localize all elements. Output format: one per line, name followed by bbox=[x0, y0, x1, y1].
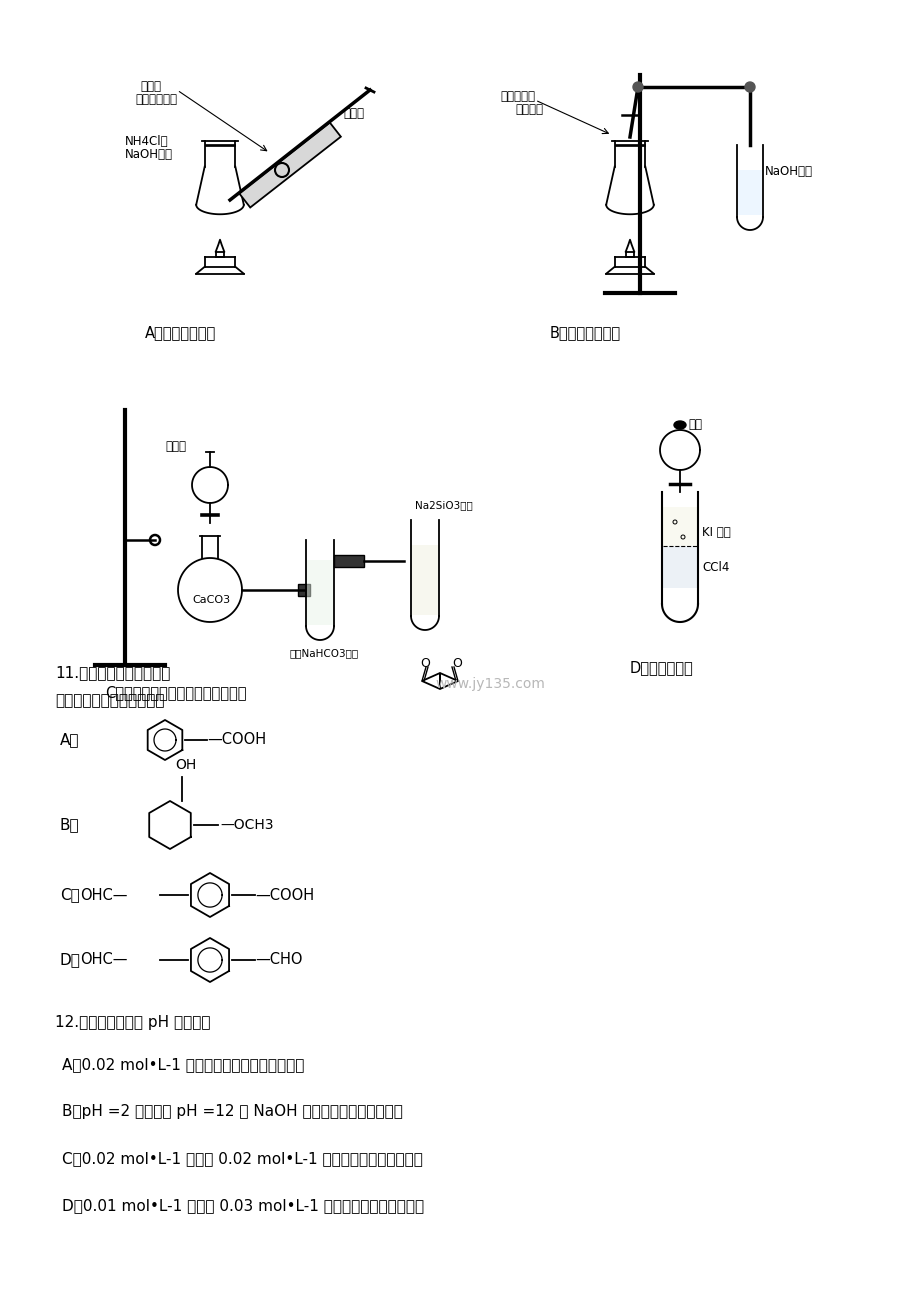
Ellipse shape bbox=[674, 421, 686, 428]
Text: B．制取乙酸乙酯: B．制取乙酸乙酯 bbox=[550, 326, 620, 340]
Polygon shape bbox=[239, 122, 340, 207]
Bar bbox=[307, 560, 333, 625]
Bar bbox=[663, 506, 697, 546]
Text: OHC—: OHC— bbox=[80, 953, 128, 967]
Text: www.jy135.com: www.jy135.com bbox=[435, 677, 544, 691]
Text: B．pH =2 的盐酸与 pH =12 的 NaOH 溶液等体积混合后的溶液: B．pH =2 的盐酸与 pH =12 的 NaOH 溶液等体积混合后的溶液 bbox=[62, 1104, 403, 1118]
Text: —COOH: —COOH bbox=[255, 888, 313, 902]
Text: 玻璃棒: 玻璃棒 bbox=[343, 107, 364, 120]
Text: A．检验铵根离子: A．检验铵根离子 bbox=[145, 326, 216, 340]
Circle shape bbox=[744, 82, 754, 92]
Text: D．0.01 mol•L-1 盐酸与 0.03 mol•L-1 氨水等体积混合后的溶液: D．0.01 mol•L-1 盐酸与 0.03 mol•L-1 氨水等体积混合后… bbox=[62, 1198, 424, 1213]
Text: 湿润的: 湿润的 bbox=[140, 79, 161, 92]
Text: —CHO: —CHO bbox=[255, 953, 302, 967]
Text: OH: OH bbox=[175, 758, 196, 772]
Text: Na2SiO3溶液: Na2SiO3溶液 bbox=[414, 500, 472, 510]
Text: 红色石蕊试纸: 红色石蕊试纸 bbox=[135, 92, 176, 105]
Text: C．0.02 mol•L-1 盐酸与 0.02 mol•L-1 氨水等体积混合后的溶液: C．0.02 mol•L-1 盐酸与 0.02 mol•L-1 氨水等体积混合后… bbox=[62, 1151, 423, 1167]
Text: C．比较氮、碳、硅元素的非金属性: C．比较氮、碳、硅元素的非金属性 bbox=[105, 685, 246, 700]
Text: —OCH3: —OCH3 bbox=[220, 818, 273, 832]
Text: 饱和NaHCO3溶液: 饱和NaHCO3溶液 bbox=[289, 648, 358, 658]
Text: 稀硝酸: 稀硝酸 bbox=[165, 440, 186, 453]
Text: B．: B． bbox=[60, 818, 80, 832]
Circle shape bbox=[632, 82, 642, 92]
Text: KI 溶液: KI 溶液 bbox=[701, 526, 730, 539]
Text: ，与其互为同分异构体的是: ，与其互为同分异构体的是 bbox=[55, 693, 165, 708]
Text: 氯水: 氯水 bbox=[687, 418, 701, 431]
Bar bbox=[298, 585, 310, 596]
Bar bbox=[737, 171, 761, 215]
Text: O: O bbox=[451, 658, 461, 671]
Text: A．0.02 mol•L-1 氨水与水等体积混合后的溶液: A．0.02 mol•L-1 氨水与水等体积混合后的溶液 bbox=[62, 1057, 304, 1072]
Text: D．: D． bbox=[60, 953, 81, 967]
Text: D．检验碘离子: D．检验碘离子 bbox=[630, 660, 693, 674]
Text: 乙酸、乙醇: 乙酸、乙醇 bbox=[499, 90, 535, 103]
Text: 12.常温下，溶液的 pH 最大的是: 12.常温下，溶液的 pH 最大的是 bbox=[55, 1016, 210, 1030]
Text: NaOH溶液: NaOH溶液 bbox=[765, 165, 812, 178]
Bar bbox=[334, 555, 364, 566]
Bar bbox=[663, 546, 697, 589]
Text: NaOH溶液: NaOH溶液 bbox=[125, 148, 173, 161]
Text: CaCO3: CaCO3 bbox=[192, 595, 230, 605]
Text: A．: A． bbox=[60, 733, 79, 747]
Text: CCl4: CCl4 bbox=[701, 561, 729, 574]
Text: OHC—: OHC— bbox=[80, 888, 128, 902]
Text: O: O bbox=[420, 658, 429, 671]
Bar bbox=[412, 546, 437, 615]
Text: 11.某有机物的结构简式为: 11.某有机物的结构简式为 bbox=[55, 665, 170, 680]
Text: NH4Cl、: NH4Cl、 bbox=[125, 135, 168, 148]
Text: C．: C． bbox=[60, 888, 80, 902]
Text: —COOH: —COOH bbox=[207, 733, 266, 747]
Text: 和浓硫酸: 和浓硫酸 bbox=[515, 103, 542, 116]
